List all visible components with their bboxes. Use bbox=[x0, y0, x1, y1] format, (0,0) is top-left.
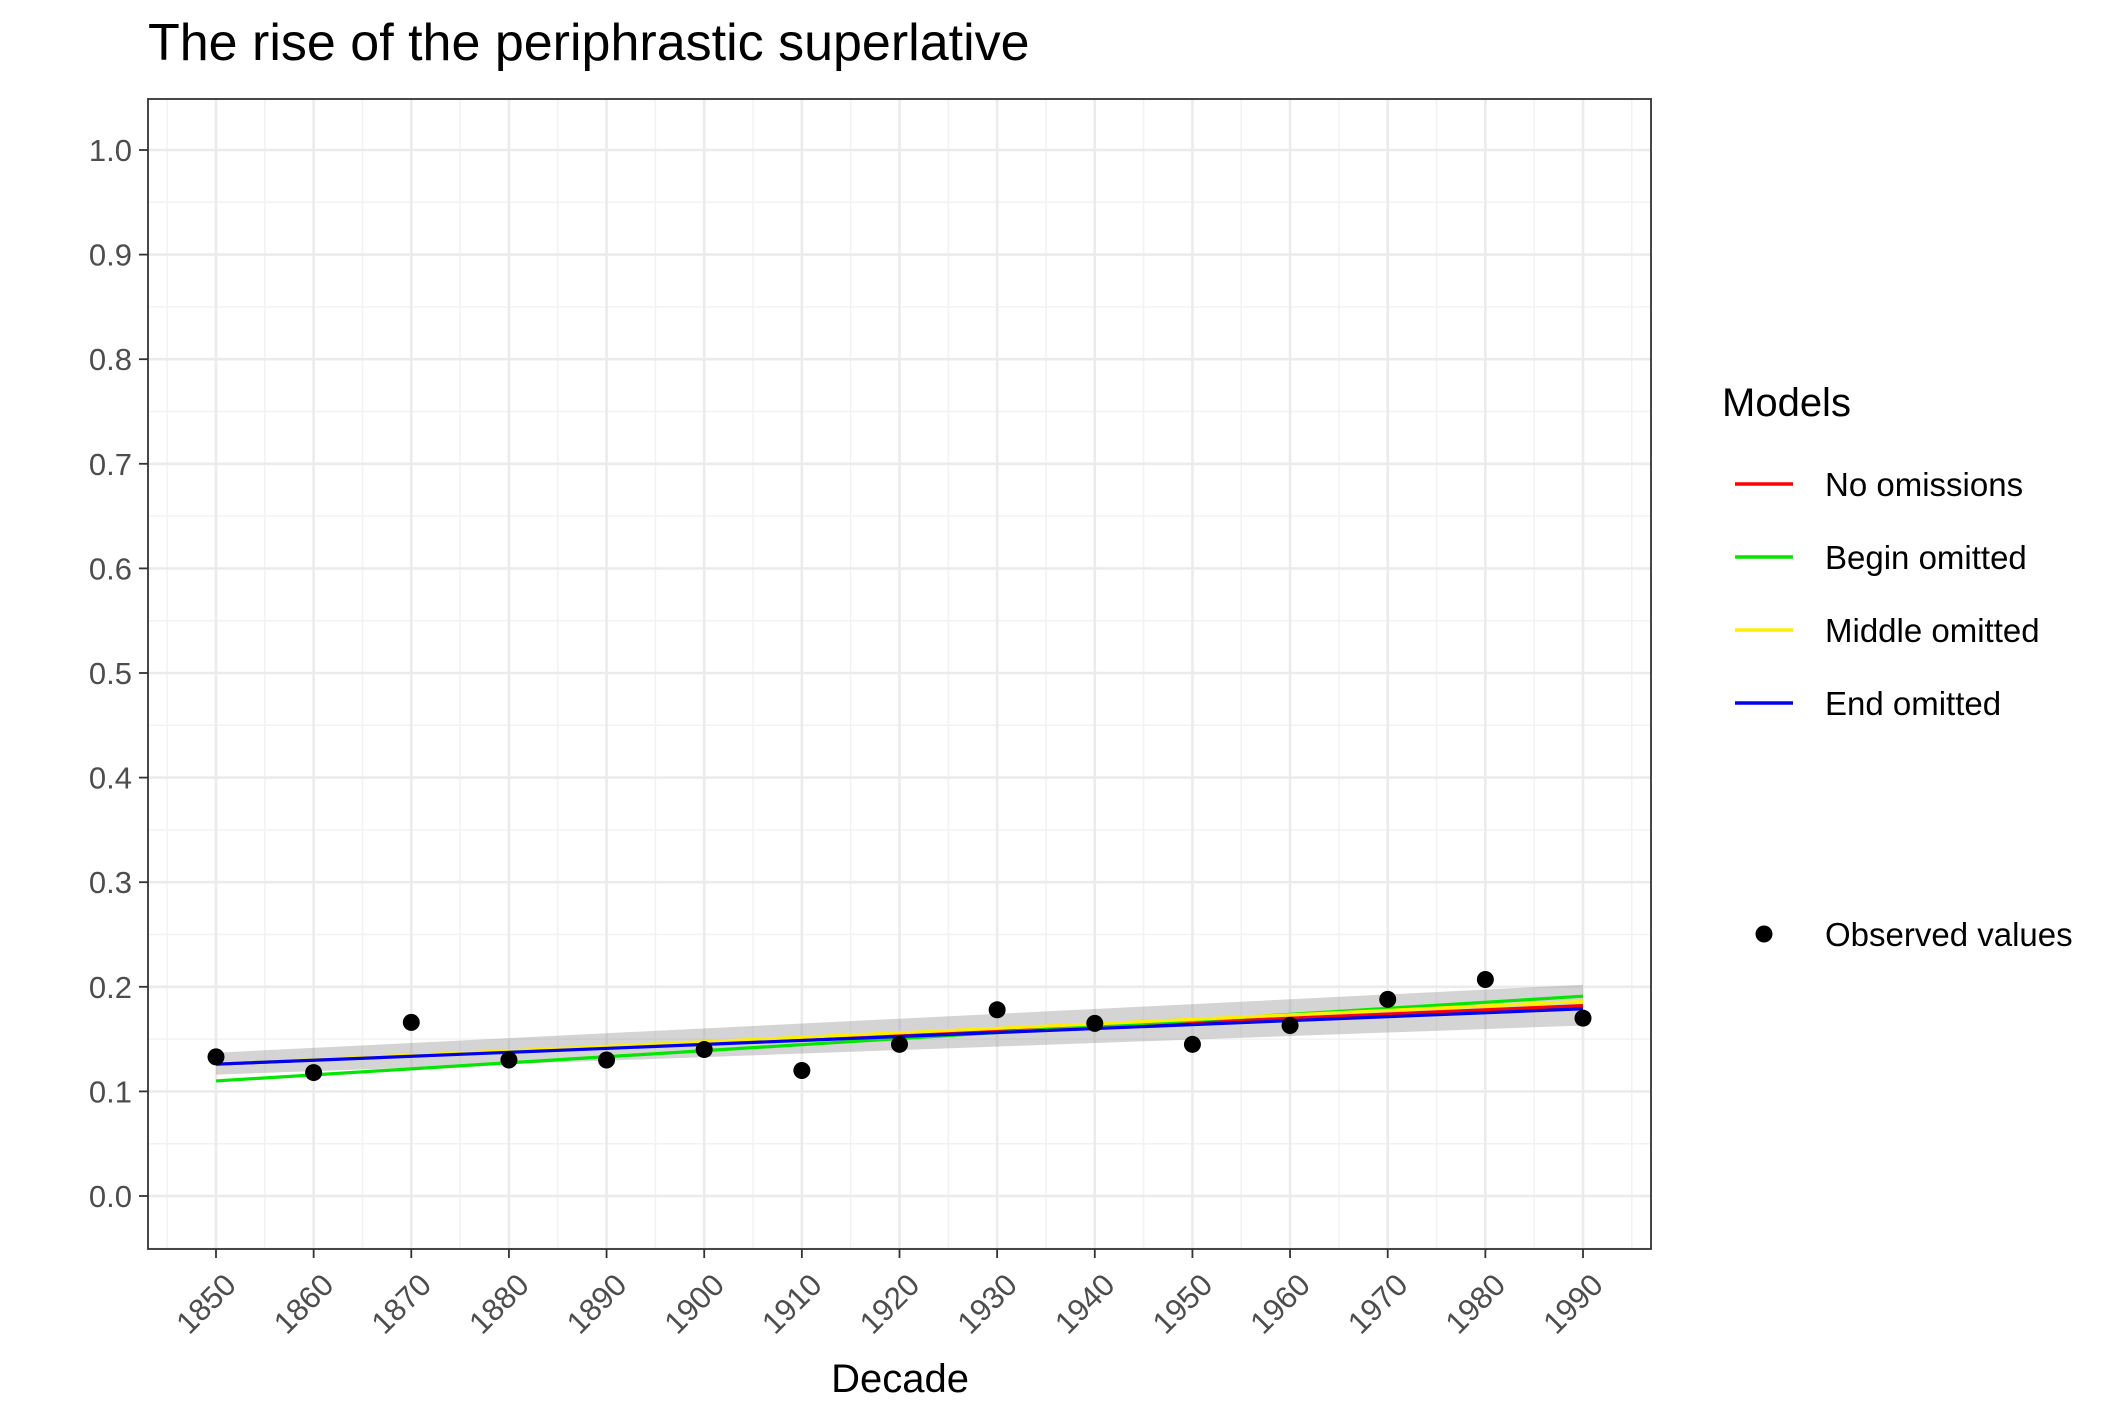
x-tick-label: 1980 bbox=[1439, 1267, 1513, 1341]
x-tick-label: 1900 bbox=[657, 1267, 731, 1341]
observed-point bbox=[891, 1035, 908, 1053]
observed-point bbox=[500, 1051, 518, 1069]
x-tick-label: 1910 bbox=[755, 1267, 829, 1341]
x-tick-label: 1950 bbox=[1146, 1267, 1220, 1341]
y-axis: 0.0 0.1 0.2 0.3 0.4 0.5 0.6 0.7 0.8 0.9 1.0 bbox=[89, 133, 148, 1214]
y-tick-label: 0.8 bbox=[89, 342, 132, 377]
y-tick-label: 0.9 bbox=[89, 238, 132, 273]
observed-point bbox=[207, 1048, 225, 1066]
chart-title: The rise of the periphrastic superlative bbox=[148, 14, 1030, 72]
legend-item-label: Observed values bbox=[1825, 916, 2073, 953]
observed-point bbox=[598, 1051, 616, 1069]
x-tick-label: 1870 bbox=[365, 1267, 439, 1341]
x-tick-label: 1960 bbox=[1243, 1267, 1317, 1341]
y-tick-label: 0.5 bbox=[89, 656, 132, 691]
legend-key-point bbox=[1755, 925, 1773, 943]
observed-point bbox=[1574, 1009, 1592, 1027]
x-tick-label: 1920 bbox=[853, 1267, 927, 1341]
x-tick-label: 1860 bbox=[267, 1267, 341, 1341]
x-tick-label: 1970 bbox=[1341, 1267, 1415, 1341]
x-tick-label: 1890 bbox=[560, 1267, 634, 1341]
observed-points bbox=[207, 970, 1592, 1082]
x-axis-title: Decade bbox=[831, 1357, 969, 1401]
observed-point bbox=[305, 1064, 323, 1082]
observed-point bbox=[793, 1061, 811, 1079]
x-tick-label: 1990 bbox=[1536, 1267, 1610, 1341]
x-tick-label: 1850 bbox=[169, 1267, 243, 1341]
legend-title: Models bbox=[1722, 381, 1851, 425]
observed-point bbox=[1476, 970, 1494, 988]
observed-point bbox=[695, 1041, 713, 1059]
y-tick-label: 0.0 bbox=[89, 1179, 132, 1214]
x-tick-label: 1940 bbox=[1048, 1267, 1122, 1341]
observed-point bbox=[988, 1001, 1006, 1019]
x-tick-label: 1880 bbox=[462, 1267, 536, 1341]
legend-item-label: Begin omitted bbox=[1825, 539, 2027, 576]
legend-item-label: No omissions bbox=[1825, 466, 2023, 503]
legend: Models No omissions Begin omitted Middle o… bbox=[1722, 381, 2073, 953]
legend-item-label: End omitted bbox=[1825, 685, 2001, 722]
observed-point bbox=[1086, 1014, 1104, 1032]
observed-point bbox=[402, 1013, 420, 1031]
observed-point bbox=[1183, 1035, 1201, 1053]
y-tick-label: 1.0 bbox=[89, 133, 132, 168]
y-tick-label: 0.2 bbox=[89, 970, 132, 1005]
y-tick-label: 0.3 bbox=[89, 865, 132, 900]
y-tick-label: 0.4 bbox=[89, 761, 132, 796]
major-gridlines bbox=[148, 99, 1651, 1249]
confidence-band bbox=[216, 984, 1583, 1075]
x-tick-label: 1930 bbox=[950, 1267, 1024, 1341]
y-tick-label: 0.7 bbox=[89, 447, 132, 482]
observed-point bbox=[1379, 990, 1397, 1008]
x-axis: 1850 1860 1870 1880 1890 1900 1910 1920 1930 1940… bbox=[169, 1249, 1610, 1341]
y-tick-label: 0.6 bbox=[89, 551, 132, 586]
legend-item-label: Middle omitted bbox=[1825, 612, 2040, 649]
observed-point bbox=[1281, 1017, 1299, 1035]
y-tick-label: 0.1 bbox=[89, 1074, 132, 1109]
confidence-band-area bbox=[216, 984, 1583, 1075]
